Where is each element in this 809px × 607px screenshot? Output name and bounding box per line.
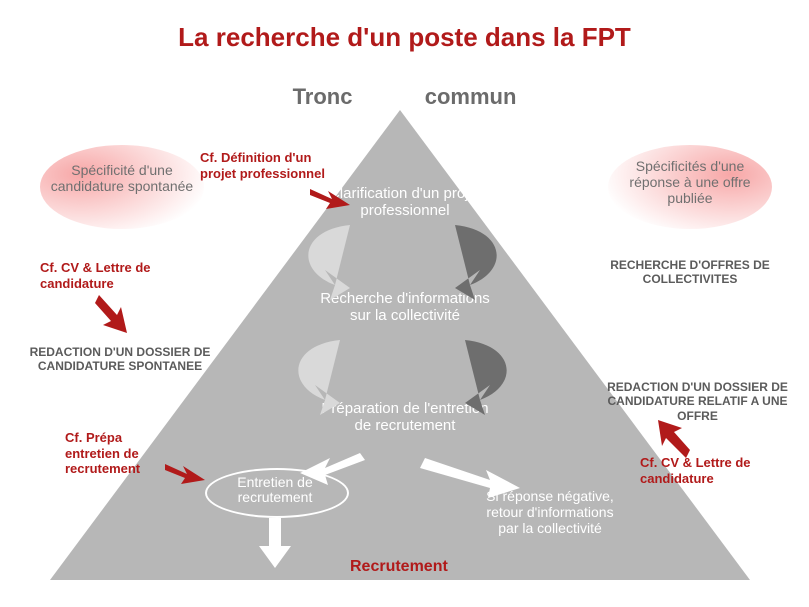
white-arrow-left bbox=[300, 445, 370, 490]
white-arrow-down bbox=[255, 518, 295, 573]
red-arrow-cv-right bbox=[650, 420, 690, 465]
subtitle-right: commun bbox=[425, 84, 517, 109]
subtitle-left: Tronc bbox=[293, 84, 353, 109]
flow-arrow-light-1 bbox=[280, 220, 370, 305]
red-arrow-cv-left bbox=[95, 295, 135, 340]
flow-arrow-dark-1 bbox=[435, 220, 525, 305]
recrutement-label: Recrutement bbox=[350, 558, 448, 576]
label-recherche-right: RECHERCHE D'OFFRES DE COLLECTIVITES bbox=[595, 258, 785, 287]
bubble-spontanee-text: Spécificité d'une candidature spontanée bbox=[50, 162, 194, 194]
page-title: La recherche d'un poste dans la FPT bbox=[0, 22, 809, 53]
red-arrow-prepa bbox=[165, 460, 205, 495]
flow-arrow-light-2 bbox=[270, 335, 360, 420]
subtitle: Tronc commun bbox=[0, 84, 809, 110]
bubble-offre-text: Spécificités d'une réponse à une offre p… bbox=[618, 158, 762, 206]
note-prepa: Cf. Prépa entretien de recrutement bbox=[65, 430, 175, 477]
note-definition: Cf. Définition d'un projet professionnel bbox=[200, 150, 330, 181]
white-arrow-right bbox=[420, 450, 520, 505]
red-arrow-def bbox=[310, 185, 350, 220]
label-redaction-left: REDACTION D'UN DOSSIER DE CANDIDATURE SP… bbox=[20, 345, 220, 374]
label-redaction-right: REDACTION D'UN DOSSIER DE CANDIDATURE RE… bbox=[600, 380, 795, 423]
flow-arrow-dark-2 bbox=[445, 335, 535, 420]
note-cv-left: Cf. CV & Lettre de candidature bbox=[40, 260, 170, 291]
